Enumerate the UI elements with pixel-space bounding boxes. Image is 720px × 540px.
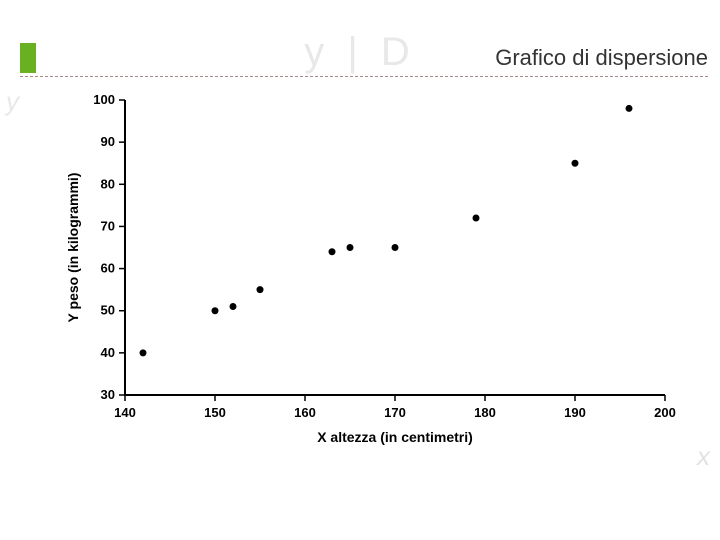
title-row: Grafico di dispersione: [20, 40, 708, 77]
scatter-plot: 30 40 50 60 70 80 90 100 140 150 160 170 180 190 200 X …: [60, 90, 680, 450]
bg-decor-x: x: [697, 441, 710, 472]
svg-text:150: 150: [204, 405, 226, 420]
svg-text:140: 140: [114, 405, 136, 420]
svg-text:60: 60: [101, 261, 115, 276]
svg-text:X altezza (in centimetri): X altezza (in centimetri): [317, 429, 473, 445]
svg-text:180: 180: [474, 405, 496, 420]
svg-text:100: 100: [93, 92, 115, 107]
svg-text:70: 70: [101, 218, 115, 233]
svg-text:30: 30: [101, 387, 115, 402]
svg-text:170: 170: [384, 405, 406, 420]
svg-text:Y peso (in kilogrammi): Y peso (in kilogrammi): [65, 173, 81, 323]
svg-text:160: 160: [294, 405, 316, 420]
page-title: Grafico di dispersione: [495, 45, 708, 71]
svg-text:90: 90: [101, 134, 115, 149]
scatter-plot-svg: 30 40 50 60 70 80 90 100 140 150 160 170 180 190 200 X …: [60, 90, 680, 450]
svg-text:40: 40: [101, 345, 115, 360]
svg-text:50: 50: [101, 303, 115, 318]
svg-text:190: 190: [564, 405, 586, 420]
svg-text:80: 80: [101, 176, 115, 191]
bg-decor-y: y: [6, 86, 19, 117]
accent-block: [20, 43, 36, 73]
svg-text:200: 200: [654, 405, 676, 420]
